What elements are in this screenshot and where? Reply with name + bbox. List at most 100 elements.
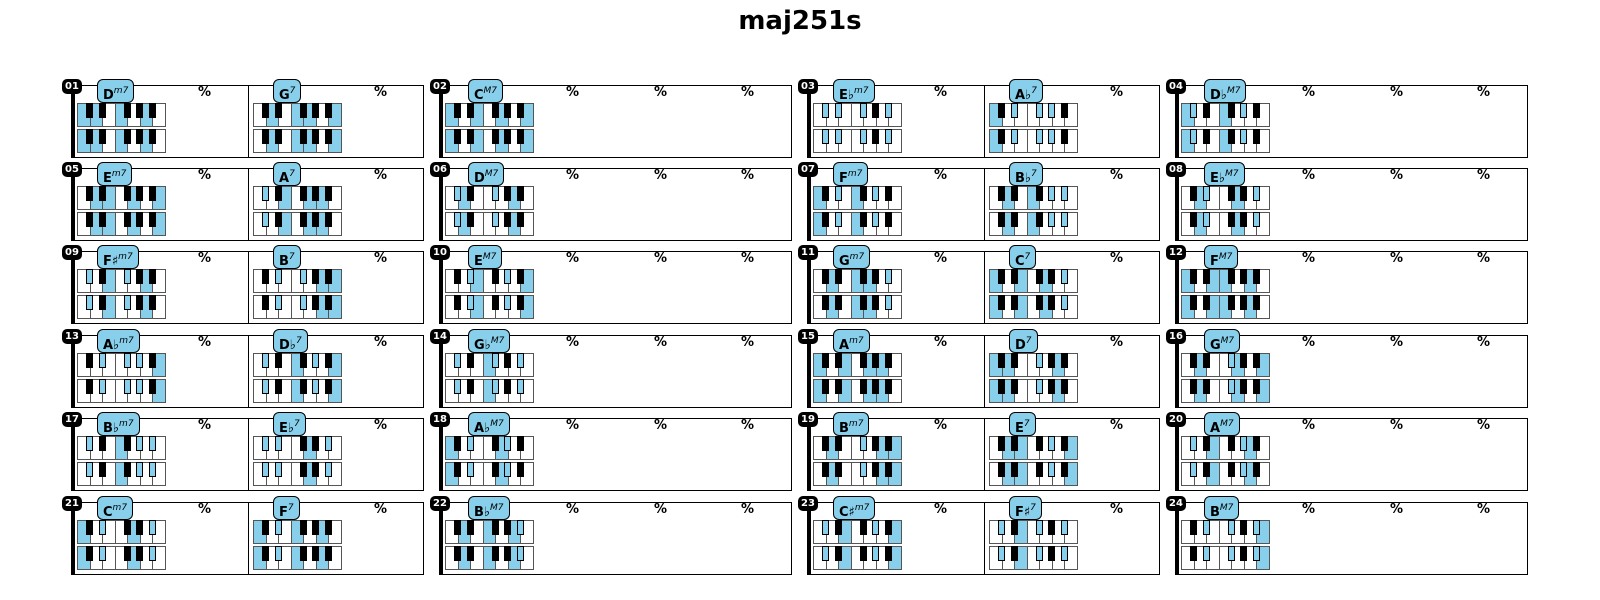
- black-key: [312, 186, 319, 201]
- chord-symbol: A♭M7: [468, 412, 510, 436]
- black-key-highlighted: [516, 546, 524, 561]
- black-key: [859, 212, 867, 227]
- simile-mark: %: [1390, 251, 1404, 266]
- simile-mark: %: [1390, 335, 1404, 350]
- keyboard: [77, 212, 166, 236]
- black-key: [1190, 212, 1197, 227]
- black-key-highlighted: [859, 436, 867, 451]
- black-key-highlighted: [1048, 103, 1055, 118]
- black-key: [299, 129, 307, 144]
- keyboard: [989, 379, 1078, 403]
- black-key: [136, 295, 143, 310]
- chord-number-badge: 04: [1166, 79, 1186, 94]
- black-key-highlighted: [86, 295, 93, 310]
- keyboard: [813, 103, 902, 127]
- chord-quality: 7: [1024, 252, 1031, 262]
- black-key-highlighted: [123, 295, 131, 310]
- black-key: [998, 129, 1005, 144]
- simile-mark: %: [374, 502, 388, 517]
- chord-symbol: E♭m7: [833, 79, 875, 103]
- chord-symbol: CM7: [468, 79, 504, 103]
- black-key-highlighted: [872, 212, 879, 227]
- black-key-highlighted: [262, 212, 269, 227]
- simile-mark: %: [1302, 502, 1316, 517]
- black-key-highlighted: [454, 186, 461, 201]
- black-key: [1035, 295, 1043, 310]
- black-key: [1202, 353, 1210, 368]
- simile-mark: %: [1110, 251, 1124, 266]
- chord-root: G: [1210, 338, 1221, 353]
- black-key: [454, 269, 461, 284]
- black-key: [136, 103, 143, 118]
- black-key: [1252, 353, 1260, 368]
- black-key: [1060, 353, 1068, 368]
- black-key: [454, 295, 461, 310]
- black-key: [466, 520, 474, 535]
- black-key: [123, 129, 131, 144]
- black-key-highlighted: [516, 520, 524, 535]
- simile-mark: %: [566, 418, 580, 433]
- black-key: [1240, 546, 1247, 561]
- black-key: [822, 379, 829, 394]
- simile-mark: %: [934, 418, 948, 433]
- black-key: [884, 436, 892, 451]
- black-key: [1190, 546, 1197, 561]
- black-key-highlighted: [822, 546, 829, 561]
- black-key: [1227, 436, 1235, 451]
- black-key: [1010, 186, 1018, 201]
- chord-quality: M7: [482, 252, 497, 262]
- keyboard: [989, 212, 1078, 236]
- chord-number-badge: 05: [62, 162, 82, 177]
- black-key: [262, 546, 269, 561]
- simile-mark: %: [1477, 85, 1491, 100]
- black-key: [998, 353, 1005, 368]
- keyboard: [445, 186, 534, 210]
- keyboard: [445, 129, 534, 153]
- chord-number-badge: 01: [62, 79, 82, 94]
- chord-number-badge: 02: [430, 79, 450, 94]
- black-key: [872, 436, 879, 451]
- simile-mark: %: [934, 335, 948, 350]
- black-key-highlighted: [998, 520, 1005, 535]
- black-key: [274, 212, 282, 227]
- chord-quality: 7: [288, 252, 295, 262]
- chord-symbol: A7: [273, 162, 301, 186]
- black-key: [872, 103, 879, 118]
- chord-symbol: G♭M7: [468, 329, 511, 353]
- chord-symbol: E♭7: [273, 412, 306, 436]
- black-key: [1252, 129, 1260, 144]
- black-key: [834, 436, 842, 451]
- black-key: [491, 546, 499, 561]
- black-key: [148, 212, 156, 227]
- start-barline: [1175, 85, 1179, 158]
- black-key: [98, 186, 106, 201]
- black-key: [1060, 462, 1068, 477]
- chord-number-badge: 15: [798, 329, 818, 344]
- chord-number-badge: 19: [798, 412, 818, 427]
- chord-number-badge: 10: [430, 245, 450, 260]
- black-key-highlighted: [504, 295, 511, 310]
- simile-mark: %: [566, 168, 580, 183]
- black-key: [148, 295, 156, 310]
- black-key: [859, 295, 867, 310]
- black-key: [1010, 520, 1018, 535]
- chord-root: E: [103, 171, 112, 186]
- chord-number-badge: 23: [798, 496, 818, 511]
- black-key: [859, 546, 867, 561]
- black-key: [504, 129, 511, 144]
- chord-root: D: [1015, 338, 1026, 353]
- black-key-highlighted: [454, 353, 461, 368]
- keyboard: [1181, 379, 1270, 403]
- black-key: [1227, 462, 1235, 477]
- black-key: [123, 103, 131, 118]
- chord-symbol: Em7: [97, 162, 133, 186]
- keyboard: [77, 269, 166, 293]
- simile-mark: %: [1302, 335, 1316, 350]
- chord-quality: m7: [847, 169, 863, 179]
- black-key: [136, 546, 143, 561]
- keyboard: [989, 462, 1078, 486]
- keyboard: [77, 295, 166, 319]
- black-key: [466, 212, 474, 227]
- black-key-highlighted: [262, 379, 269, 394]
- black-key: [998, 379, 1005, 394]
